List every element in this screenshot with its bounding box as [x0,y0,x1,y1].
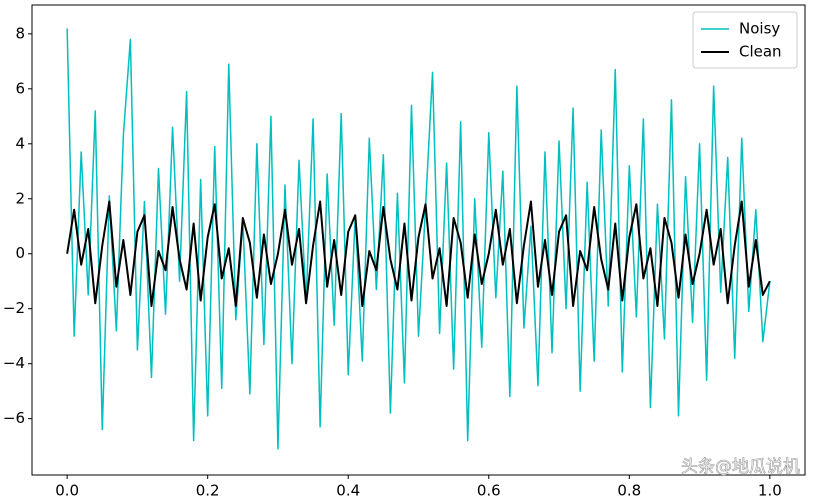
x-tick-label: 0.6 [477,482,501,500]
watermark: 头条@地瓜说机 [681,457,800,477]
series-line [66,200,771,307]
x-tick-label: 0.0 [55,482,79,500]
y-tick-label: 0 [15,244,25,262]
y-tick-label: 6 [15,79,25,97]
series-line [66,28,771,450]
x-tick-label: 0.2 [196,482,220,500]
y-tick-label: −2 [3,299,25,317]
y-tick-label: 8 [15,24,25,42]
y-tick-label: −4 [3,354,25,372]
legend-label: Clean [739,43,782,61]
legend-label: Noisy [739,20,780,38]
y-tick-label: 2 [15,189,25,207]
x-tick-label: 0.4 [336,482,360,500]
y-tick-label: −6 [3,409,25,427]
legend-box [692,11,798,69]
y-tick-label: 4 [15,134,25,152]
legend: Noisy Clean [692,11,798,69]
plot-frame [31,4,806,476]
x-tick-label: 1.0 [758,482,782,500]
x-tick-label: 0.8 [617,482,641,500]
